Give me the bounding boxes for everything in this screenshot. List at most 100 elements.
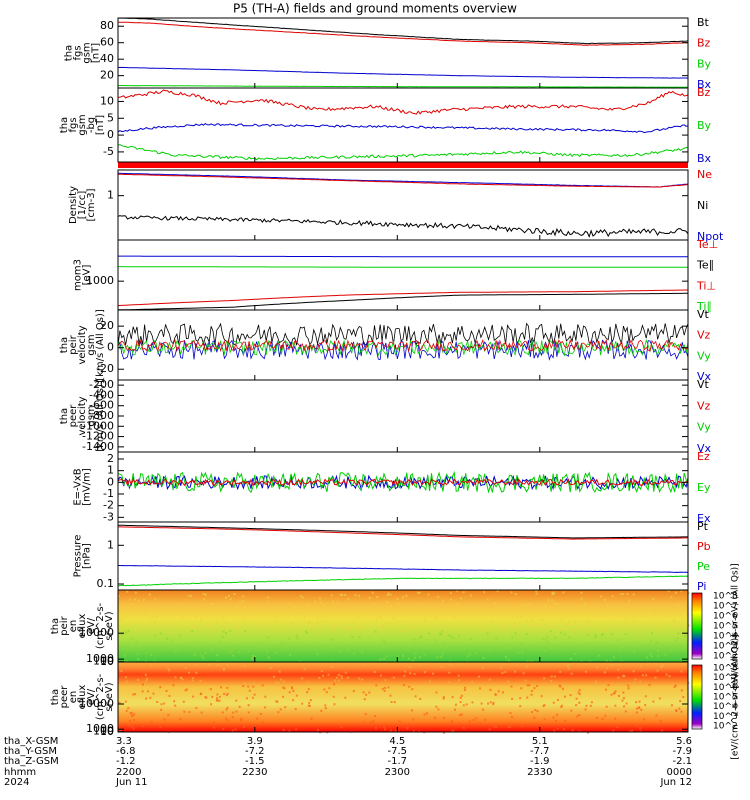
heatmap-cell: [275, 681, 278, 684]
heatmap-cell: [679, 613, 682, 616]
y-tick-label: 5: [107, 111, 114, 124]
y-tick-label: 1: [107, 189, 114, 202]
heatmap-cell: [541, 624, 544, 627]
heatmap-cell: [594, 634, 597, 637]
heatmap-cell: [252, 685, 255, 688]
heatmap-cell: [541, 618, 544, 621]
heatmap-cell: [231, 716, 234, 719]
heatmap-cell: [618, 648, 621, 651]
heatmap-cell: [222, 727, 225, 730]
heatmap-cell: [399, 620, 402, 623]
heatmap-cell: [425, 639, 428, 642]
heatmap-cell: [238, 650, 241, 653]
heatmap-cell: [242, 617, 245, 620]
heatmap-cell: [267, 601, 270, 604]
y-tick-label: -1: [103, 487, 114, 500]
heatmap-cell: [627, 687, 630, 690]
heatmap-cell: [178, 607, 181, 610]
heatmap-cell: [305, 610, 308, 613]
y-axis-label: gsm: [86, 334, 97, 355]
heatmap-cell: [490, 620, 493, 623]
heatmap-cell: [578, 605, 581, 608]
heatmap-cell: [344, 671, 347, 674]
heatmap-cell: [337, 673, 340, 676]
heatmap-cell: [547, 599, 550, 602]
heatmap-cell: [218, 695, 221, 698]
heatmap-cell: [216, 663, 219, 666]
heatmap-cell: [210, 602, 213, 605]
x-tick-label: Jun 11: [115, 777, 148, 788]
heatmap-cell: [419, 636, 422, 639]
heatmap-cell: [191, 607, 194, 610]
heatmap-cell: [509, 712, 512, 715]
heatmap-cell: [580, 591, 583, 594]
heatmap-cell: [347, 628, 350, 631]
heatmap-cell: [242, 595, 245, 598]
heatmap-cell: [200, 654, 203, 657]
heatmap-cell: [388, 643, 391, 646]
heatmap-cell: [363, 721, 366, 724]
heatmap-cell: [163, 702, 166, 705]
heatmap-cell: [584, 708, 587, 711]
heatmap-cell: [442, 716, 445, 719]
heatmap-cell: [407, 647, 410, 650]
heatmap-cell: [635, 701, 638, 704]
heatmap-cell: [542, 637, 545, 640]
heatmap-cell: [494, 726, 497, 729]
heatmap-cell: [304, 614, 307, 617]
heatmap-cell: [591, 610, 594, 613]
series-Bx: [117, 144, 689, 161]
heatmap-cell: [506, 645, 509, 648]
heatmap-cell: [295, 728, 298, 731]
heatmap-cell: [450, 721, 453, 724]
heatmap-cell: [675, 591, 678, 594]
heatmap-cell: [633, 650, 636, 653]
heatmap-cell: [402, 654, 405, 657]
heatmap-cell: [521, 651, 524, 654]
heatmap-cell: [359, 626, 362, 629]
heatmap-cell: [371, 591, 374, 594]
heatmap-cell: [613, 692, 616, 695]
heatmap-cell: [240, 719, 243, 722]
y-axis-label: [km/s (All Qs)]: [95, 380, 106, 452]
heatmap-cell: [578, 689, 581, 692]
heatmap-cell: [265, 650, 268, 653]
heatmap-cell: [439, 655, 442, 658]
heatmap-cell: [229, 629, 232, 632]
legend-entry: By: [697, 119, 712, 132]
heatmap-cell: [225, 694, 228, 697]
heatmap-cell: [368, 596, 371, 599]
x-tick-label: -1.7: [388, 756, 408, 767]
heatmap-cell: [459, 701, 462, 704]
heatmap-cell: [526, 603, 529, 606]
heatmap-cell: [665, 608, 668, 611]
heatmap-cell: [129, 719, 132, 722]
heatmap-cell: [604, 688, 607, 691]
colorbar-tick-label: 10^5: [713, 622, 738, 632]
heatmap-cell: [379, 674, 382, 677]
heatmap-cell: [155, 616, 158, 619]
y-tick-label: 60: [100, 36, 114, 49]
heatmap-cell: [274, 647, 277, 650]
heatmap-cell: [663, 614, 666, 617]
heatmap-cell: [659, 666, 662, 669]
heatmap-cell: [648, 683, 651, 686]
heatmap-cell: [617, 668, 620, 671]
heatmap-cell: [125, 680, 128, 683]
heatmap-cell: [170, 607, 173, 610]
heatmap-cell: [536, 723, 539, 726]
heatmap-cell: [414, 652, 417, 655]
heatmap-cell: [552, 716, 555, 719]
heatmap-cell: [621, 699, 624, 702]
y-axis-label: gsm: [82, 42, 93, 63]
heatmap-cell: [507, 725, 510, 728]
y-axis-label: mom3: [73, 259, 84, 291]
heatmap-cell: [168, 669, 171, 672]
heatmap-cell: [520, 687, 523, 690]
heatmap-cell: [639, 730, 642, 733]
heatmap-cell: [288, 602, 291, 605]
panel-peir_velocity: [117, 309, 689, 381]
y-tick-label: 1: [107, 464, 114, 477]
x-row-label: tha_Z-GSM: [4, 756, 59, 767]
x-tick-label: 3.3: [116, 736, 132, 747]
